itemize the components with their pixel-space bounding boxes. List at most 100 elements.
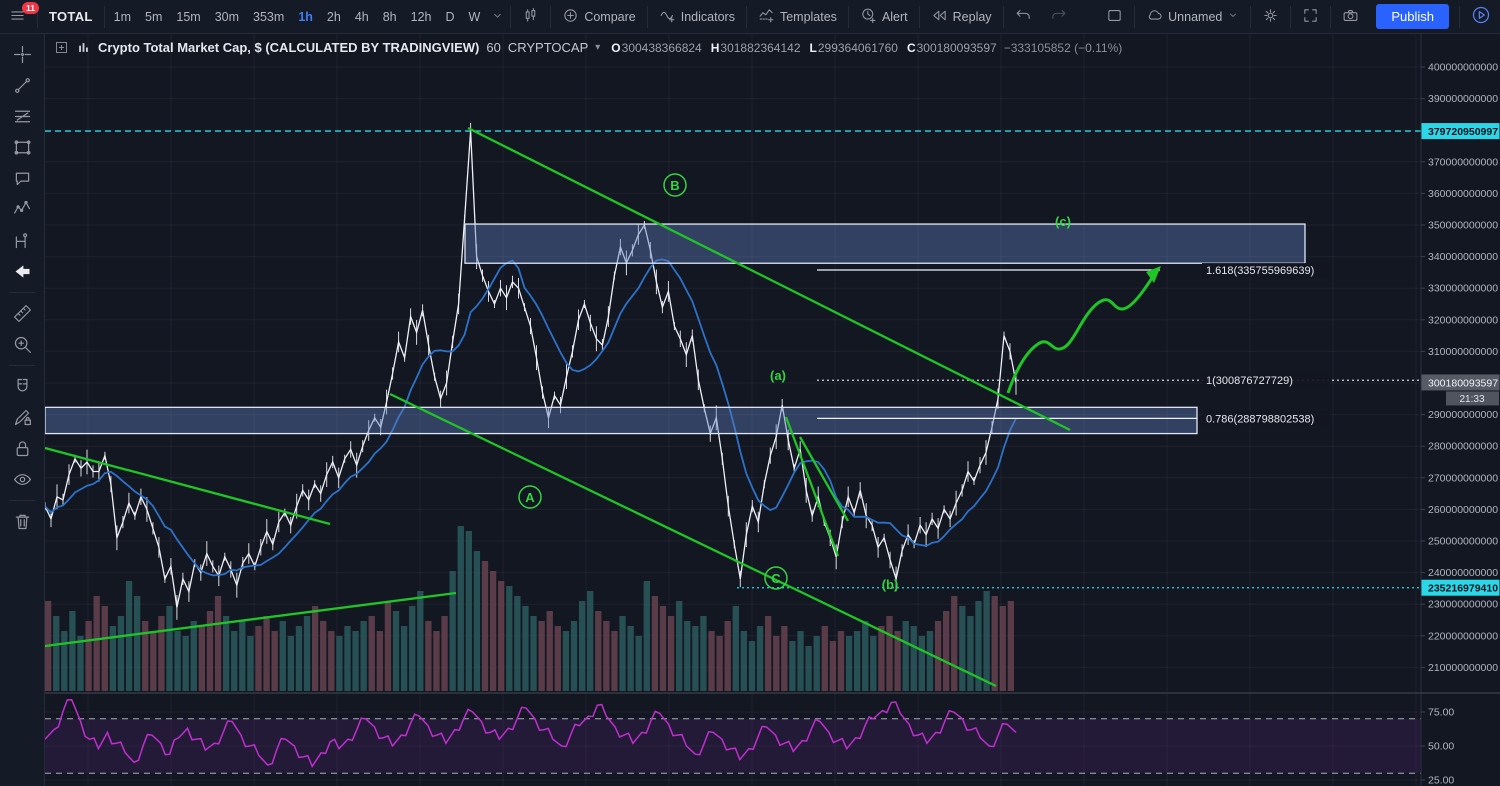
low-value: 299364061760 xyxy=(817,40,898,55)
timeframe-dropdown[interactable] xyxy=(487,0,508,33)
price-level-lines[interactable] xyxy=(45,130,1421,589)
symbol-title[interactable]: Crypto Total Market Cap, $ (CALCULATED B… xyxy=(98,40,480,55)
svg-text:0.786(288798802538): 0.786(288798802538) xyxy=(1206,413,1314,425)
remove-all-tool[interactable] xyxy=(5,506,39,537)
ruler-tool[interactable] xyxy=(5,298,39,329)
divider xyxy=(1250,5,1252,28)
hide-all-icon xyxy=(13,474,31,485)
lower-alert-level-label xyxy=(1421,579,1500,596)
lock-all-tool[interactable] xyxy=(5,433,39,464)
divider xyxy=(1330,5,1332,28)
svg-text:270000000000: 270000000000 xyxy=(1428,472,1498,484)
interval-value[interactable]: 60 xyxy=(486,40,501,55)
layout-button[interactable] xyxy=(1097,0,1132,33)
timeframe-4h[interactable]: 4h xyxy=(348,0,376,33)
wave-label-A: A xyxy=(525,490,535,505)
svg-text:1.618(335755969639): 1.618(335755969639) xyxy=(1206,265,1314,277)
quick-play-button[interactable] xyxy=(1462,0,1500,33)
trend-line-tool[interactable] xyxy=(5,70,39,101)
divider xyxy=(9,500,35,501)
price-axis[interactable]: 4000000000003900000000003800000000003700… xyxy=(1420,33,1500,786)
timeframe-353m[interactable]: 353m xyxy=(246,0,291,33)
divider xyxy=(1459,5,1460,28)
compare-button[interactable]: Compare xyxy=(553,0,644,33)
shapes-tool[interactable] xyxy=(5,132,39,163)
price-chart[interactable]: 1.618(335755969639) 1(300876727729) 0.786(… xyxy=(45,33,1500,786)
timeframe-12h[interactable]: 12h xyxy=(404,0,439,33)
snapshot-button[interactable] xyxy=(1333,0,1368,33)
hide-all-tool[interactable] xyxy=(5,464,39,495)
symbol-search-button[interactable]: TOTAL xyxy=(40,0,102,33)
redo-icon xyxy=(1050,7,1067,27)
workspace: 1.618(335755969639) 1(300876727729) 0.786(… xyxy=(0,33,1500,786)
forecast-tool[interactable] xyxy=(5,225,39,256)
svg-text:390000000000: 390000000000 xyxy=(1428,93,1498,105)
wave-label-(c): (c) xyxy=(1055,214,1071,229)
timeframe-D[interactable]: D xyxy=(438,0,461,33)
arrow-mark-tool[interactable] xyxy=(5,256,39,287)
crosshair-tool[interactable] xyxy=(5,39,39,70)
undo-icon xyxy=(1015,7,1032,27)
fullscreen-button[interactable] xyxy=(1293,0,1328,33)
svg-text:280000000000: 280000000000 xyxy=(1428,441,1498,453)
chart-area[interactable]: 1.618(335755969639) 1(300876727729) 0.786(… xyxy=(45,33,1500,786)
timeframe-5m[interactable]: 5m xyxy=(138,0,169,33)
exchange-value[interactable]: CRYPTOCAP xyxy=(507,40,589,55)
magnet-icon xyxy=(17,378,27,392)
svg-text:260000000000: 260000000000 xyxy=(1428,504,1498,516)
redo-button[interactable] xyxy=(1041,0,1076,33)
timeframe-8h[interactable]: 8h xyxy=(376,0,404,33)
top-toolbar: 11 TOTAL 1m 5m 15m 30m 353m 1h 2h 4h 8h 12h D W Com… xyxy=(0,0,1500,34)
svg-text:310000000000: 310000000000 xyxy=(1428,346,1498,358)
projection-arrow[interactable] xyxy=(1006,266,1161,394)
shapes-icon xyxy=(14,140,30,155)
ruler-icon xyxy=(13,305,31,322)
manage-panes-icon[interactable] xyxy=(54,40,69,55)
timeframe-1m[interactable]: 1m xyxy=(107,0,138,33)
trend-lines[interactable] xyxy=(45,126,1071,688)
timeframe-1h[interactable]: 1h xyxy=(291,0,320,33)
templates-button[interactable]: Templates xyxy=(749,0,846,33)
chart-style-button[interactable] xyxy=(513,0,548,33)
upper-alert-level-label xyxy=(1421,123,1500,140)
current-price-label xyxy=(1421,374,1500,391)
fib-retracement-levels[interactable]: 1.618(335755969639) 1(300876727729) 0.786(… xyxy=(817,263,1421,426)
svg-text:75.00: 75.00 xyxy=(1428,707,1454,719)
zoom-in-tool[interactable] xyxy=(5,329,39,360)
svg-text:210000000000: 210000000000 xyxy=(1428,662,1498,674)
fullscreen-icon xyxy=(1302,7,1319,27)
save-layout-button[interactable]: Unnamed xyxy=(1137,0,1248,33)
patterns-tool[interactable] xyxy=(5,194,39,225)
indicators-button[interactable]: Indicators xyxy=(650,0,744,33)
chevron-down-icon[interactable]: ▾ xyxy=(595,42,601,53)
volume-bars xyxy=(45,526,1015,691)
svg-text:340000000000: 340000000000 xyxy=(1428,251,1498,263)
alert-button[interactable]: Alert xyxy=(851,0,917,33)
divider xyxy=(9,365,35,366)
chart-type-icon xyxy=(76,40,91,55)
timeframe-30m[interactable]: 30m xyxy=(208,0,246,33)
divider xyxy=(918,5,920,28)
rectangle-zones[interactable] xyxy=(45,223,1306,435)
settings-button[interactable] xyxy=(1253,0,1288,33)
notification-badge: 11 xyxy=(22,2,39,14)
wave-label-(a): (a) xyxy=(770,368,786,383)
svg-text:350000000000: 350000000000 xyxy=(1428,220,1498,232)
annotation-tool[interactable] xyxy=(5,163,39,194)
main-menu-button[interactable]: 11 xyxy=(0,0,39,33)
publish-button[interactable]: Publish xyxy=(1376,4,1449,29)
patterns-icon xyxy=(13,200,30,214)
plus-circle-icon xyxy=(562,7,579,27)
replay-button[interactable]: Replay xyxy=(922,0,1001,33)
timeframe-15m[interactable]: 15m xyxy=(169,0,207,33)
undo-button[interactable] xyxy=(1006,0,1041,33)
drawing-edit-lock-tool[interactable] xyxy=(5,402,39,433)
svg-text:330000000000: 330000000000 xyxy=(1428,283,1498,295)
timeframe-2h[interactable]: 2h xyxy=(320,0,348,33)
countdown-label xyxy=(1446,391,1499,406)
magnet-tool[interactable] xyxy=(5,371,39,402)
fib-retracement-tool[interactable] xyxy=(5,101,39,132)
templates-icon xyxy=(758,7,775,27)
timeframe-W[interactable]: W xyxy=(462,0,488,33)
wave-labels[interactable]: A B C (a) (b) (c) xyxy=(518,173,1071,592)
